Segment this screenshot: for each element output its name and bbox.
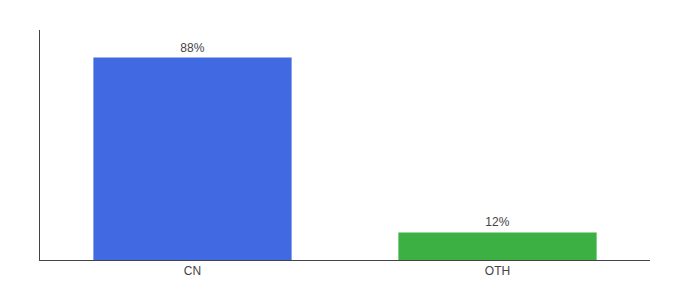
svg-text:12%: 12% [485,215,509,229]
svg-text:CN: CN [184,264,201,278]
svg-text:88%: 88% [180,41,204,55]
svg-text:OTH: OTH [485,264,510,278]
